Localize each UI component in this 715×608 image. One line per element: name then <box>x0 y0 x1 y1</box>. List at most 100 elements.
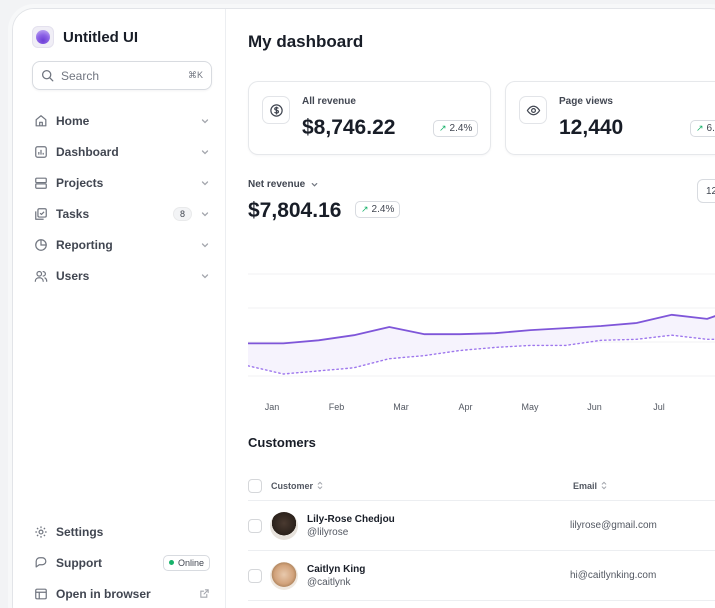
sidebar-item-label: Settings <box>56 524 104 539</box>
chevron-down-icon <box>201 180 209 185</box>
status-badge: Online <box>162 554 210 571</box>
select-all-checkbox[interactable] <box>248 478 262 493</box>
logo-icon <box>32 26 54 48</box>
sidebar-item-label: Projects <box>56 175 104 190</box>
chevron-down-icon <box>201 149 209 154</box>
chevron-down-icon <box>201 242 209 247</box>
chevron-down-icon <box>201 118 209 123</box>
net-revenue-chart: Jan Feb Mar Apr May Jun Jul <box>248 273 715 412</box>
x-tick-label: Jul <box>653 402 665 412</box>
column-header-customer[interactable]: Customer <box>271 481 573 491</box>
period-select-label: 12 <box>706 185 715 197</box>
sort-icon <box>317 481 323 490</box>
column-header-email[interactable]: Email <box>573 481 608 491</box>
main-nav: Home Dashboard Projects Tasks 8 <box>27 105 217 291</box>
stat-label: Page views <box>559 96 613 107</box>
trend-badge: ↗ 2.4% <box>433 120 479 137</box>
x-tick-label: May <box>521 402 539 412</box>
online-dot-icon <box>168 560 174 565</box>
chevron-down-icon <box>311 183 318 187</box>
net-revenue-value: $7,804.16 <box>248 199 342 222</box>
chart-area <box>248 314 715 374</box>
avatar <box>270 511 298 540</box>
x-tick-label: Mar <box>393 402 409 412</box>
sidebar-item-tasks[interactable]: Tasks 8 <box>27 198 217 229</box>
column-label: Customer <box>271 480 314 491</box>
page-views-card: Page views 12,440 ↗ 6. <box>505 81 715 155</box>
arrow-up-right-icon: ↗ <box>696 123 704 133</box>
sort-icon <box>601 481 607 490</box>
footer-nav: Settings Support Online Open in browser <box>27 516 217 608</box>
section-title-customers: Customers <box>248 435 316 450</box>
table-row[interactable]: Lily-Rose Chedjou @lilyrose lilyrose@gma… <box>248 501 715 551</box>
customer-cell: Lily-Rose Chedjou @lilyrose <box>307 514 570 538</box>
gear-icon <box>34 525 48 539</box>
status-text: Online <box>177 557 204 568</box>
customers-table: Customer Email Lily-Rose Chedjou @lilyro… <box>248 471 715 601</box>
customer-email: lilyrose@gmail.com <box>570 520 657 531</box>
x-tick-label: Feb <box>329 402 345 412</box>
sidebar-item-projects[interactable]: Projects <box>27 167 217 198</box>
net-revenue-label: Net revenue <box>248 179 306 190</box>
stat-value: $8,746.22 <box>302 116 396 139</box>
layers-icon <box>34 176 48 190</box>
sidebar-item-support[interactable]: Support Online <box>27 547 217 578</box>
table-header: Customer Email <box>248 471 715 501</box>
search-shortcut: ⌘K <box>187 70 203 80</box>
users-icon <box>34 269 48 283</box>
stat-value: 12,440 <box>559 116 624 139</box>
main-content: My dashboard All revenue $8,746.22 ↗ 2.4%… <box>227 9 715 608</box>
browser-icon <box>34 587 48 601</box>
row-checkbox[interactable] <box>248 518 262 533</box>
bar-chart-icon <box>34 145 48 159</box>
series-line-secondary <box>248 334 715 375</box>
x-tick-label: Jun <box>587 402 602 412</box>
tasks-icon <box>34 207 48 221</box>
x-tick-label: Jan <box>265 402 280 412</box>
sidebar-item-open-browser[interactable]: Open in browser <box>27 578 217 608</box>
sidebar-item-dashboard[interactable]: Dashboard <box>27 136 217 167</box>
sidebar-item-label: Dashboard <box>56 144 119 159</box>
arrow-up-right-icon: ↗ <box>439 123 447 133</box>
table-row[interactable]: Caitlyn King @caitlynk hi@caitlynking.co… <box>248 551 715 601</box>
sidebar-item-label: Home <box>56 113 90 128</box>
row-checkbox[interactable] <box>248 568 262 583</box>
net-revenue-dropdown[interactable]: Net revenue <box>248 179 319 190</box>
customer-name: Lily-Rose Chedjou <box>307 513 395 525</box>
stat-label: All revenue <box>302 96 356 107</box>
sidebar-item-label: Users <box>56 268 90 283</box>
trend-value: 6. <box>706 123 715 134</box>
trend-value: 2.4% <box>371 204 395 215</box>
search-placeholder: Search <box>61 68 100 83</box>
page-title: My dashboard <box>248 32 364 51</box>
sidebar-item-settings[interactable]: Settings <box>27 516 217 547</box>
trend-value: 2.4% <box>449 123 473 134</box>
trend-badge: ↗ 6. <box>690 120 715 137</box>
sidebar-item-label: Reporting <box>56 237 113 252</box>
sidebar: Untitled UI Search ⌘K Home Dashboard Pro… <box>13 9 226 608</box>
chevron-down-icon <box>201 211 209 216</box>
app-window: Untitled UI Search ⌘K Home Dashboard Pro… <box>12 8 715 608</box>
sidebar-item-label: Open in browser <box>56 586 151 601</box>
support-icon <box>34 556 48 570</box>
column-label: Email <box>573 480 598 491</box>
dollar-icon <box>262 96 290 124</box>
series-line-primary <box>248 313 715 345</box>
sidebar-item-label: Support <box>56 555 102 570</box>
customer-handle: @caitlynk <box>307 576 351 588</box>
search-input[interactable]: Search ⌘K <box>32 61 212 90</box>
sidebar-item-reporting[interactable]: Reporting <box>27 229 217 260</box>
brand[interactable]: Untitled UI <box>32 26 138 48</box>
customer-name: Caitlyn King <box>307 563 366 575</box>
period-select[interactable]: 12 <box>697 179 715 203</box>
home-icon <box>34 114 48 128</box>
trend-badge: ↗ 2.4% <box>355 201 401 218</box>
pie-chart-icon <box>34 238 48 252</box>
search-icon <box>41 69 54 82</box>
customer-cell: Caitlyn King @caitlynk <box>307 564 570 588</box>
eye-icon <box>519 96 547 124</box>
arrow-up-right-icon: ↗ <box>361 204 369 214</box>
sidebar-item-home[interactable]: Home <box>27 105 217 136</box>
sidebar-item-label: Tasks <box>56 206 90 221</box>
sidebar-item-users[interactable]: Users <box>27 260 217 291</box>
